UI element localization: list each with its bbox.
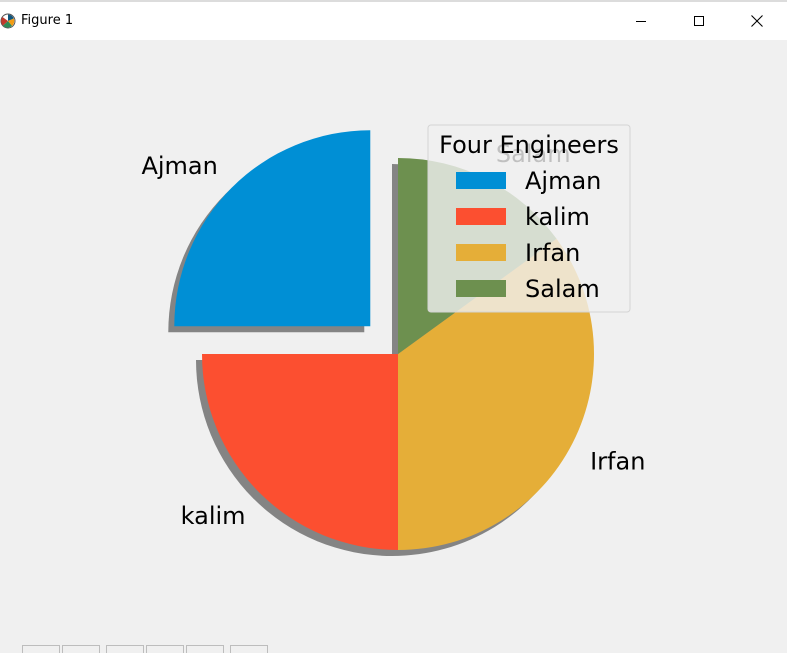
legend-entries: Ajman kalim Irfan Salam bbox=[456, 167, 601, 303]
pie-wedge-kalim bbox=[202, 354, 398, 550]
legend-title: Four Engineers bbox=[439, 131, 619, 159]
legend-label-kalim: kalim bbox=[525, 203, 590, 231]
home-button[interactable] bbox=[22, 645, 60, 653]
legend-label-salam: Salam bbox=[525, 275, 600, 303]
close-icon bbox=[751, 15, 763, 27]
close-button[interactable] bbox=[728, 2, 786, 40]
legend-swatch-salam bbox=[456, 280, 506, 297]
matplotlib-icon bbox=[0, 13, 16, 29]
minimize-button[interactable] bbox=[612, 2, 670, 40]
legend: Four Engineers Ajman kalim Irfan Salam bbox=[427, 124, 631, 313]
legend-label-irfan: Irfan bbox=[525, 239, 580, 267]
pie-wedge-irfan bbox=[398, 238, 594, 550]
window-top-border bbox=[0, 0, 787, 2]
maximize-button[interactable] bbox=[670, 2, 728, 40]
minimize-icon bbox=[636, 21, 646, 22]
zoom-button[interactable] bbox=[186, 645, 224, 653]
pan-button[interactable] bbox=[146, 645, 184, 653]
legend-swatch-ajman bbox=[456, 172, 506, 189]
legend-label-ajman: Ajman bbox=[525, 167, 601, 195]
window-title: Figure 1 bbox=[21, 13, 74, 28]
legend-swatch-kalim bbox=[456, 208, 506, 225]
pie-label-kalim: kalim bbox=[181, 502, 246, 530]
pie-wedge-ajman bbox=[174, 130, 371, 327]
title-bar[interactable]: Figure 1 bbox=[0, 2, 787, 40]
pie-label-ajman: Ajman bbox=[141, 152, 217, 180]
legend-box bbox=[427, 124, 631, 313]
pie-chart: Ajman kalim Irfan Salam Four Engineers Ajma… bbox=[141, 124, 645, 556]
back-button[interactable] bbox=[62, 645, 100, 653]
forward-button[interactable] bbox=[106, 645, 144, 653]
save-button[interactable] bbox=[230, 645, 268, 653]
pie-label-irfan: Irfan bbox=[590, 447, 645, 475]
legend-swatch-irfan bbox=[456, 244, 506, 261]
navigation-toolbar bbox=[0, 643, 787, 653]
maximize-icon bbox=[694, 16, 704, 26]
